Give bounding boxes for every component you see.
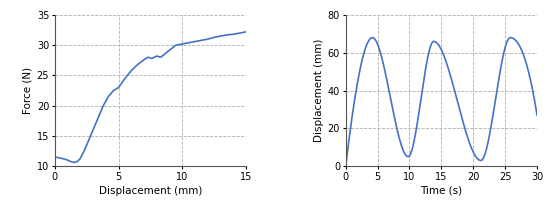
X-axis label: Displacement (mm): Displacement (mm) (99, 186, 202, 196)
Y-axis label: Displacement (mm): Displacement (mm) (313, 39, 323, 142)
Y-axis label: Force (N): Force (N) (22, 67, 32, 114)
X-axis label: Time (s): Time (s) (420, 186, 463, 196)
